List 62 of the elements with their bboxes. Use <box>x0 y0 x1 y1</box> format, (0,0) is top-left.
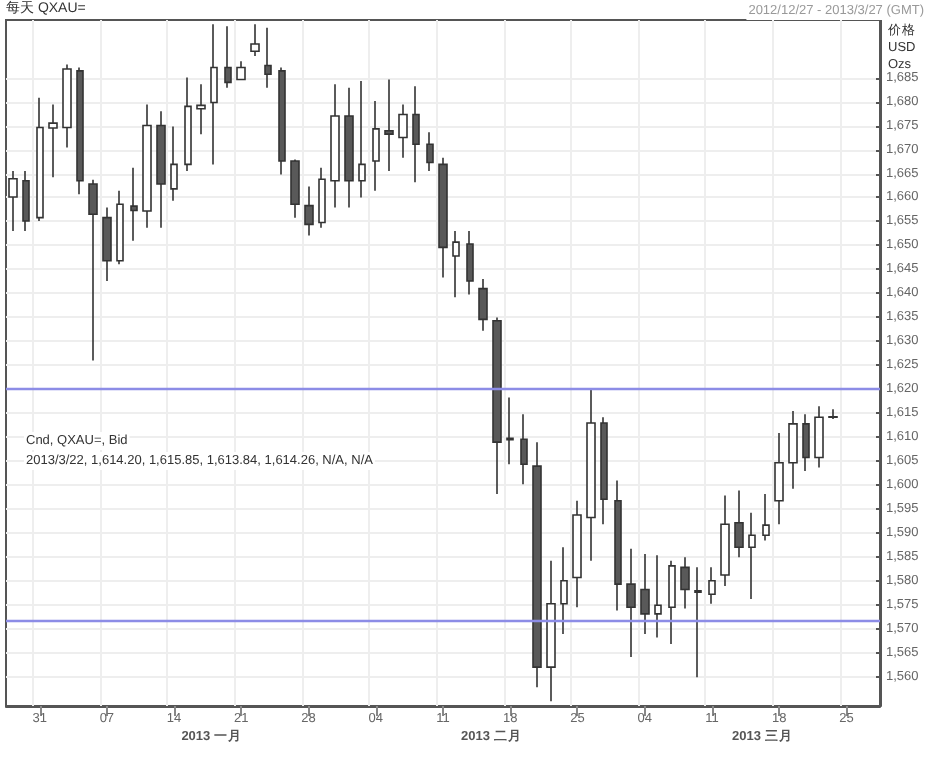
candlestick <box>466 230 474 296</box>
candlestick <box>762 493 770 542</box>
candlestick <box>196 83 206 135</box>
candlestick <box>748 511 756 600</box>
candlestick <box>560 546 568 635</box>
candlestick <box>600 416 608 525</box>
candlestick <box>358 80 366 199</box>
candlestick <box>102 206 112 282</box>
candlestick <box>116 189 124 265</box>
candlestick <box>720 494 730 587</box>
candlestick <box>452 230 460 299</box>
candlestick <box>412 85 420 183</box>
candlestick <box>8 170 18 232</box>
candlestick <box>142 103 152 229</box>
candlestick <box>788 410 798 490</box>
candlestick <box>520 413 528 486</box>
candlestick <box>774 432 784 525</box>
candlestick <box>224 25 232 89</box>
candlestick <box>546 559 556 702</box>
candlestick <box>708 566 716 605</box>
candlestick <box>626 547 636 658</box>
candlestick <box>62 63 72 149</box>
candlestick <box>668 559 676 645</box>
candlestick <box>814 405 824 469</box>
candlestick <box>184 76 192 172</box>
candlestick <box>156 110 166 229</box>
candlestick <box>734 489 744 559</box>
candlestick <box>426 131 434 172</box>
candlestick <box>640 553 650 635</box>
candlestick <box>828 408 838 420</box>
candlestick <box>304 185 314 237</box>
candlestick <box>318 166 326 229</box>
candlestick <box>654 554 662 639</box>
candlestick <box>680 556 690 610</box>
candlestick <box>438 156 448 279</box>
candlestick <box>36 96 44 222</box>
candlestick <box>372 100 380 192</box>
candlestick <box>694 566 702 679</box>
candlestick <box>492 316 502 495</box>
candlestick <box>330 83 340 209</box>
candlestick <box>572 499 582 608</box>
candlestick <box>614 479 622 612</box>
candlestick <box>506 396 514 466</box>
candlestick <box>802 413 810 472</box>
candlestick <box>290 158 300 219</box>
candlestick <box>88 178 98 362</box>
candlestick <box>586 388 596 562</box>
candlestick <box>384 78 394 172</box>
candlestick <box>478 278 488 332</box>
candlestick <box>76 66 84 195</box>
candlestick <box>278 66 286 176</box>
candlestick <box>130 166 138 242</box>
candlestick <box>210 23 218 166</box>
candlestick <box>236 60 246 81</box>
candlestick <box>398 103 408 159</box>
candlestick <box>532 441 542 689</box>
candlestick <box>250 23 260 57</box>
candlestick <box>22 170 30 232</box>
candlestick <box>170 125 178 202</box>
candlestick <box>48 103 58 179</box>
candlestick <box>344 86 354 209</box>
candlestick <box>264 26 272 89</box>
